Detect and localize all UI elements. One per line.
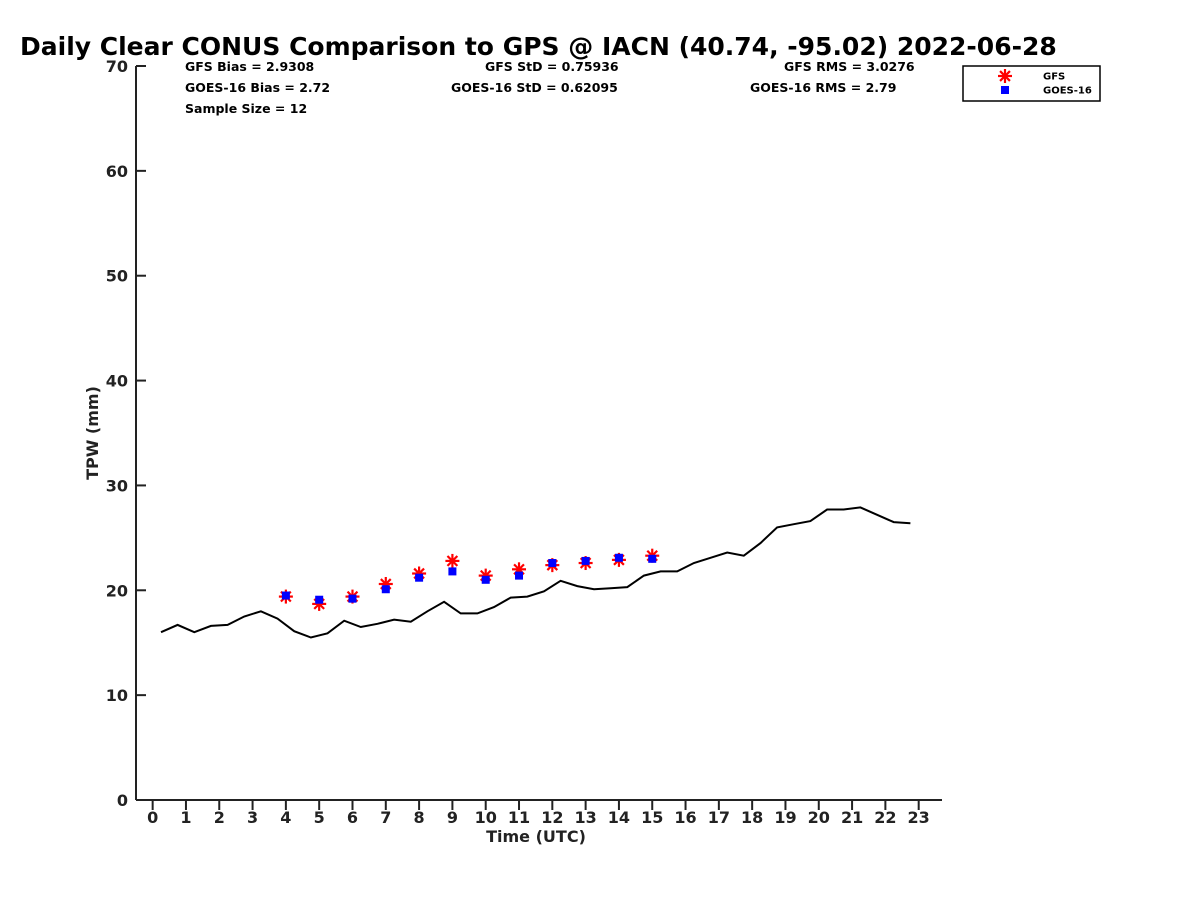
x-tick-label: 9 bbox=[447, 808, 458, 827]
legend-box bbox=[962, 65, 1101, 102]
y-tick-label: 60 bbox=[106, 162, 128, 181]
x-tick-label: 21 bbox=[841, 808, 863, 827]
x-axis-ticks: 0 1 2 3 4 5 6 7 8 9 10 11 12 13 14 15 16 17 18 19 20 21 22 23 bbox=[147, 800, 930, 827]
goes-16-point bbox=[515, 571, 524, 580]
gps-line bbox=[160, 506, 911, 639]
y-tick-label: 50 bbox=[106, 267, 128, 286]
x-tick-label: 4 bbox=[280, 808, 291, 827]
x-tick-label: 19 bbox=[774, 808, 796, 827]
goes-16-point bbox=[648, 554, 657, 563]
series-layer bbox=[160, 506, 911, 639]
goes-16-point bbox=[315, 595, 324, 604]
x-tick-label: 22 bbox=[874, 808, 896, 827]
x-tick-label: 8 bbox=[414, 808, 425, 827]
stat-sample-size: Sample Size = 12 bbox=[185, 101, 307, 116]
y-tick-label: 30 bbox=[106, 476, 128, 495]
stat-goes-rms: GOES-16 RMS = 2.79 bbox=[750, 80, 896, 95]
x-tick-label: 0 bbox=[147, 808, 158, 827]
legend-label: GOES-16 bbox=[1043, 86, 1092, 97]
legend-label: GFS bbox=[1043, 72, 1065, 83]
legend-gfs-marker bbox=[998, 69, 1012, 83]
x-tick-label: 7 bbox=[380, 808, 391, 827]
series-gfs bbox=[278, 548, 660, 611]
x-axis-label: Time (UTC) bbox=[486, 827, 586, 846]
y-tick-label: 20 bbox=[106, 581, 128, 600]
x-tick-label: 17 bbox=[708, 808, 730, 827]
goes-16-point bbox=[415, 573, 424, 582]
x-tick-label: 10 bbox=[475, 808, 497, 827]
goes-16-point bbox=[481, 575, 490, 584]
goes-16-point bbox=[381, 585, 390, 594]
legend: GFS GOES-16 bbox=[962, 65, 1101, 102]
x-tick-label: 11 bbox=[508, 808, 530, 827]
gfs-point bbox=[445, 553, 460, 568]
goes-16-point bbox=[581, 556, 590, 565]
series-gps bbox=[160, 506, 911, 639]
x-tick-label: 16 bbox=[674, 808, 696, 827]
x-tick-label: 2 bbox=[214, 808, 225, 827]
y-tick-label: 40 bbox=[106, 372, 128, 391]
goes-16-point bbox=[448, 567, 457, 576]
x-tick-label: 20 bbox=[808, 808, 830, 827]
x-tick-label: 18 bbox=[741, 808, 763, 827]
chart-title: Daily Clear CONUS Comparison to GPS @ IA… bbox=[20, 32, 1057, 61]
y-axis-label: TPW (mm) bbox=[83, 386, 102, 480]
stat-goes-std: GOES-16 StD = 0.62095 bbox=[451, 80, 618, 95]
stat-gfs-bias: GFS Bias = 2.9308 bbox=[185, 59, 314, 74]
x-tick-label: 3 bbox=[247, 808, 258, 827]
x-tick-label: 23 bbox=[908, 808, 930, 827]
y-tick-label: 70 bbox=[106, 57, 128, 76]
x-tick-label: 6 bbox=[347, 808, 358, 827]
goes-16-point bbox=[348, 594, 357, 603]
x-tick-label: 5 bbox=[314, 808, 325, 827]
y-tick-label: 0 bbox=[117, 791, 128, 810]
stats-block: GFS Bias = 2.9308 GFS StD = 0.75936 GFS RM… bbox=[185, 59, 915, 116]
legend-goes-16-marker bbox=[1001, 86, 1009, 94]
goes-16-point bbox=[281, 591, 290, 600]
goes-16-point bbox=[548, 559, 557, 568]
stat-gfs-rms: GFS RMS = 3.0276 bbox=[784, 59, 915, 74]
stat-goes-bias: GOES-16 Bias = 2.72 bbox=[185, 80, 330, 95]
x-tick-label: 15 bbox=[641, 808, 663, 827]
y-tick-label: 10 bbox=[106, 686, 128, 705]
x-tick-label: 12 bbox=[541, 808, 563, 827]
goes-16-point bbox=[614, 553, 623, 562]
plot-area: 0 1 2 3 4 5 6 7 8 9 10 11 12 13 14 15 16 17 18 19 20 21 22 23 0… bbox=[106, 57, 942, 827]
y-axis-ticks: 0 10 20 30 40 50 60 70 bbox=[106, 57, 146, 810]
stat-gfs-std: GFS StD = 0.75936 bbox=[485, 59, 619, 74]
x-tick-label: 13 bbox=[574, 808, 596, 827]
x-tick-label: 1 bbox=[180, 808, 191, 827]
x-tick-label: 14 bbox=[608, 808, 630, 827]
series-goes-16 bbox=[281, 553, 657, 604]
